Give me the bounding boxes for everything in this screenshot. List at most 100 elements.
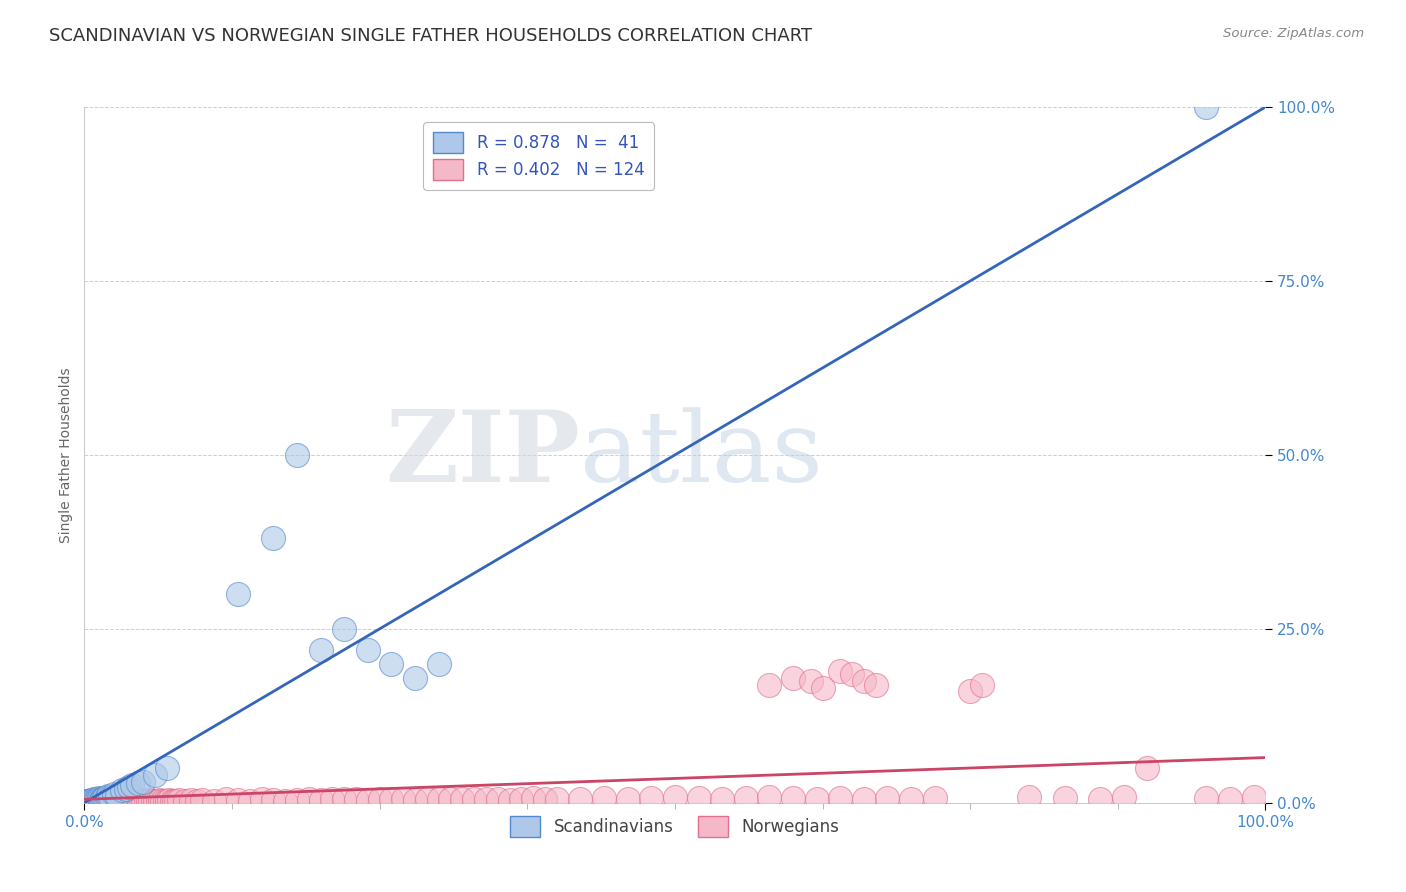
Point xyxy=(157,793,180,807)
Point xyxy=(900,791,922,805)
Point xyxy=(76,794,98,808)
Point xyxy=(811,681,834,695)
Text: ZIP: ZIP xyxy=(385,407,581,503)
Point xyxy=(830,664,852,678)
Point xyxy=(91,794,114,808)
Text: Source: ZipAtlas.com: Source: ZipAtlas.com xyxy=(1223,27,1364,40)
Point xyxy=(118,780,141,795)
Point xyxy=(250,792,273,806)
Text: SCANDINAVIAN VS NORWEGIAN SINGLE FATHER HOUSEHOLDS CORRELATION CHART: SCANDINAVIAN VS NORWEGIAN SINGLE FATHER … xyxy=(49,27,813,45)
Point xyxy=(94,794,117,808)
Point xyxy=(125,794,148,808)
Point xyxy=(128,794,150,808)
Point xyxy=(121,778,143,793)
Point xyxy=(688,791,710,805)
Point xyxy=(924,791,946,805)
Point xyxy=(114,794,136,808)
Point xyxy=(121,793,143,807)
Point xyxy=(616,791,638,805)
Point xyxy=(380,791,402,805)
Point xyxy=(285,793,308,807)
Point xyxy=(129,793,152,807)
Point xyxy=(191,793,214,807)
Point xyxy=(86,794,108,808)
Point xyxy=(87,791,110,805)
Point xyxy=(357,642,380,657)
Point xyxy=(84,794,107,808)
Point xyxy=(226,793,249,807)
Point xyxy=(357,793,380,807)
Point xyxy=(114,781,136,796)
Point xyxy=(202,794,225,808)
Point xyxy=(510,791,533,805)
Point xyxy=(91,795,114,809)
Point xyxy=(451,791,474,805)
Point xyxy=(82,795,104,809)
Point xyxy=(734,791,756,805)
Point xyxy=(439,792,461,806)
Point xyxy=(104,794,127,808)
Point xyxy=(463,792,485,806)
Point xyxy=(758,790,780,805)
Point xyxy=(167,793,190,807)
Point xyxy=(522,791,544,805)
Point xyxy=(84,794,107,808)
Point xyxy=(239,794,262,808)
Legend: Scandinavians, Norwegians: Scandinavians, Norwegians xyxy=(503,810,846,843)
Point xyxy=(416,792,439,806)
Point xyxy=(640,791,662,805)
Point xyxy=(333,791,356,805)
Point xyxy=(86,793,108,807)
Point xyxy=(97,789,120,803)
Point xyxy=(94,791,117,805)
Point xyxy=(80,793,103,807)
Point xyxy=(156,761,179,775)
Text: atlas: atlas xyxy=(581,407,823,503)
Point xyxy=(427,791,450,805)
Point xyxy=(132,775,155,789)
Point xyxy=(166,794,188,808)
Point xyxy=(498,793,520,807)
Point xyxy=(1053,791,1076,805)
Point xyxy=(404,793,426,807)
Point xyxy=(309,793,332,807)
Point xyxy=(262,532,284,546)
Point xyxy=(111,793,134,807)
Point xyxy=(782,671,804,685)
Point xyxy=(782,791,804,805)
Point xyxy=(118,794,141,808)
Point xyxy=(970,677,993,691)
Point xyxy=(569,791,592,805)
Point xyxy=(122,794,145,808)
Point xyxy=(101,794,124,808)
Point xyxy=(180,793,202,807)
Point xyxy=(368,792,391,806)
Point xyxy=(830,791,852,805)
Point xyxy=(758,677,780,691)
Point xyxy=(156,794,179,808)
Point xyxy=(344,792,367,806)
Point xyxy=(83,792,105,806)
Point xyxy=(77,794,100,808)
Point xyxy=(127,776,149,790)
Point xyxy=(1195,791,1218,805)
Point xyxy=(98,789,121,804)
Point xyxy=(136,794,159,808)
Point xyxy=(1088,791,1111,805)
Point xyxy=(90,794,112,808)
Point xyxy=(285,448,308,462)
Point xyxy=(392,792,415,806)
Point xyxy=(1112,790,1135,805)
Point xyxy=(153,794,176,808)
Point xyxy=(80,794,103,808)
Point xyxy=(298,792,321,806)
Point xyxy=(143,794,166,808)
Point xyxy=(76,794,98,808)
Point xyxy=(146,794,169,808)
Point xyxy=(226,587,249,601)
Point xyxy=(103,788,125,802)
Point xyxy=(149,793,172,807)
Point xyxy=(380,657,402,671)
Point xyxy=(321,792,343,806)
Point xyxy=(865,677,887,691)
